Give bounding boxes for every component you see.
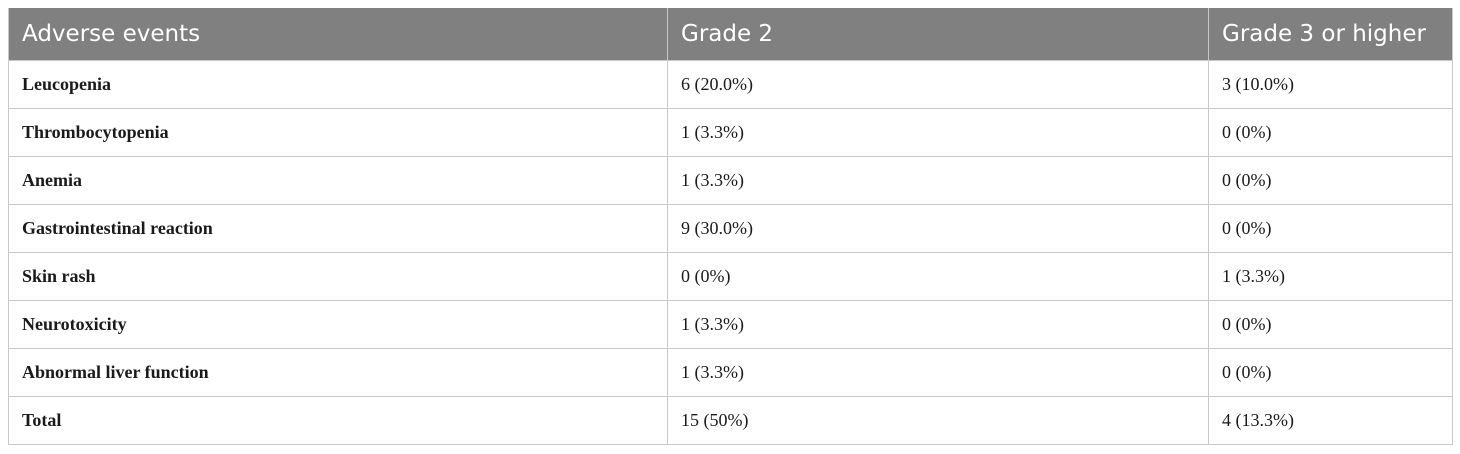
grade-3-value: 1 (3.3%) [1208, 252, 1453, 301]
grade-3-value: 0 (0%) [1208, 108, 1453, 157]
grade-2-value: 9 (30.0%) [667, 204, 1209, 253]
event-label: Anemia [8, 156, 668, 205]
header-grade-3-or-higher: Grade 3 or higher [1208, 8, 1453, 61]
grade-2-value: 0 (0%) [667, 252, 1209, 301]
table-row: Anemia 1 (3.3%) 0 (0%) [8, 156, 1453, 205]
table-row: Leucopenia 6 (20.0%) 3 (10.0%) [8, 60, 1453, 109]
table-row: Abnormal liver function 1 (3.3%) 0 (0%) [8, 348, 1453, 397]
adverse-events-table: Adverse events Grade 2 Grade 3 or higher… [8, 8, 1453, 445]
table-row: Thrombocytopenia 1 (3.3%) 0 (0%) [8, 108, 1453, 157]
table-row-total: Total 15 (50%) 4 (13.3%) [8, 396, 1453, 445]
grade-3-value: 3 (10.0%) [1208, 60, 1453, 109]
event-label: Abnormal liver function [8, 348, 668, 397]
header-grade-2: Grade 2 [667, 8, 1209, 61]
grade-3-value: 0 (0%) [1208, 348, 1453, 397]
grade-3-value: 0 (0%) [1208, 300, 1453, 349]
table-header: Adverse events Grade 2 Grade 3 or higher [8, 8, 1453, 61]
grade-3-value: 0 (0%) [1208, 204, 1453, 253]
event-label: Total [8, 396, 668, 445]
table-body: Leucopenia 6 (20.0%) 3 (10.0%) Thrombocy… [8, 60, 1453, 445]
table-row: Skin rash 0 (0%) 1 (3.3%) [8, 252, 1453, 301]
event-label: Thrombocytopenia [8, 108, 668, 157]
table-row: Gastrointestinal reaction 9 (30.0%) 0 (0… [8, 204, 1453, 253]
event-label: Skin rash [8, 252, 668, 301]
table-row: Neurotoxicity 1 (3.3%) 0 (0%) [8, 300, 1453, 349]
grade-3-value: 4 (13.3%) [1208, 396, 1453, 445]
event-label: Neurotoxicity [8, 300, 668, 349]
grade-2-value: 6 (20.0%) [667, 60, 1209, 109]
adverse-events-table-container: Adverse events Grade 2 Grade 3 or higher… [8, 8, 1453, 445]
grade-2-value: 1 (3.3%) [667, 348, 1209, 397]
grade-2-value: 1 (3.3%) [667, 300, 1209, 349]
event-label: Gastrointestinal reaction [8, 204, 668, 253]
grade-2-value: 1 (3.3%) [667, 108, 1209, 157]
grade-2-value: 1 (3.3%) [667, 156, 1209, 205]
event-label: Leucopenia [8, 60, 668, 109]
header-adverse-events: Adverse events [8, 8, 668, 61]
grade-2-value: 15 (50%) [667, 396, 1209, 445]
header-row: Adverse events Grade 2 Grade 3 or higher [8, 8, 1453, 61]
grade-3-value: 0 (0%) [1208, 156, 1453, 205]
